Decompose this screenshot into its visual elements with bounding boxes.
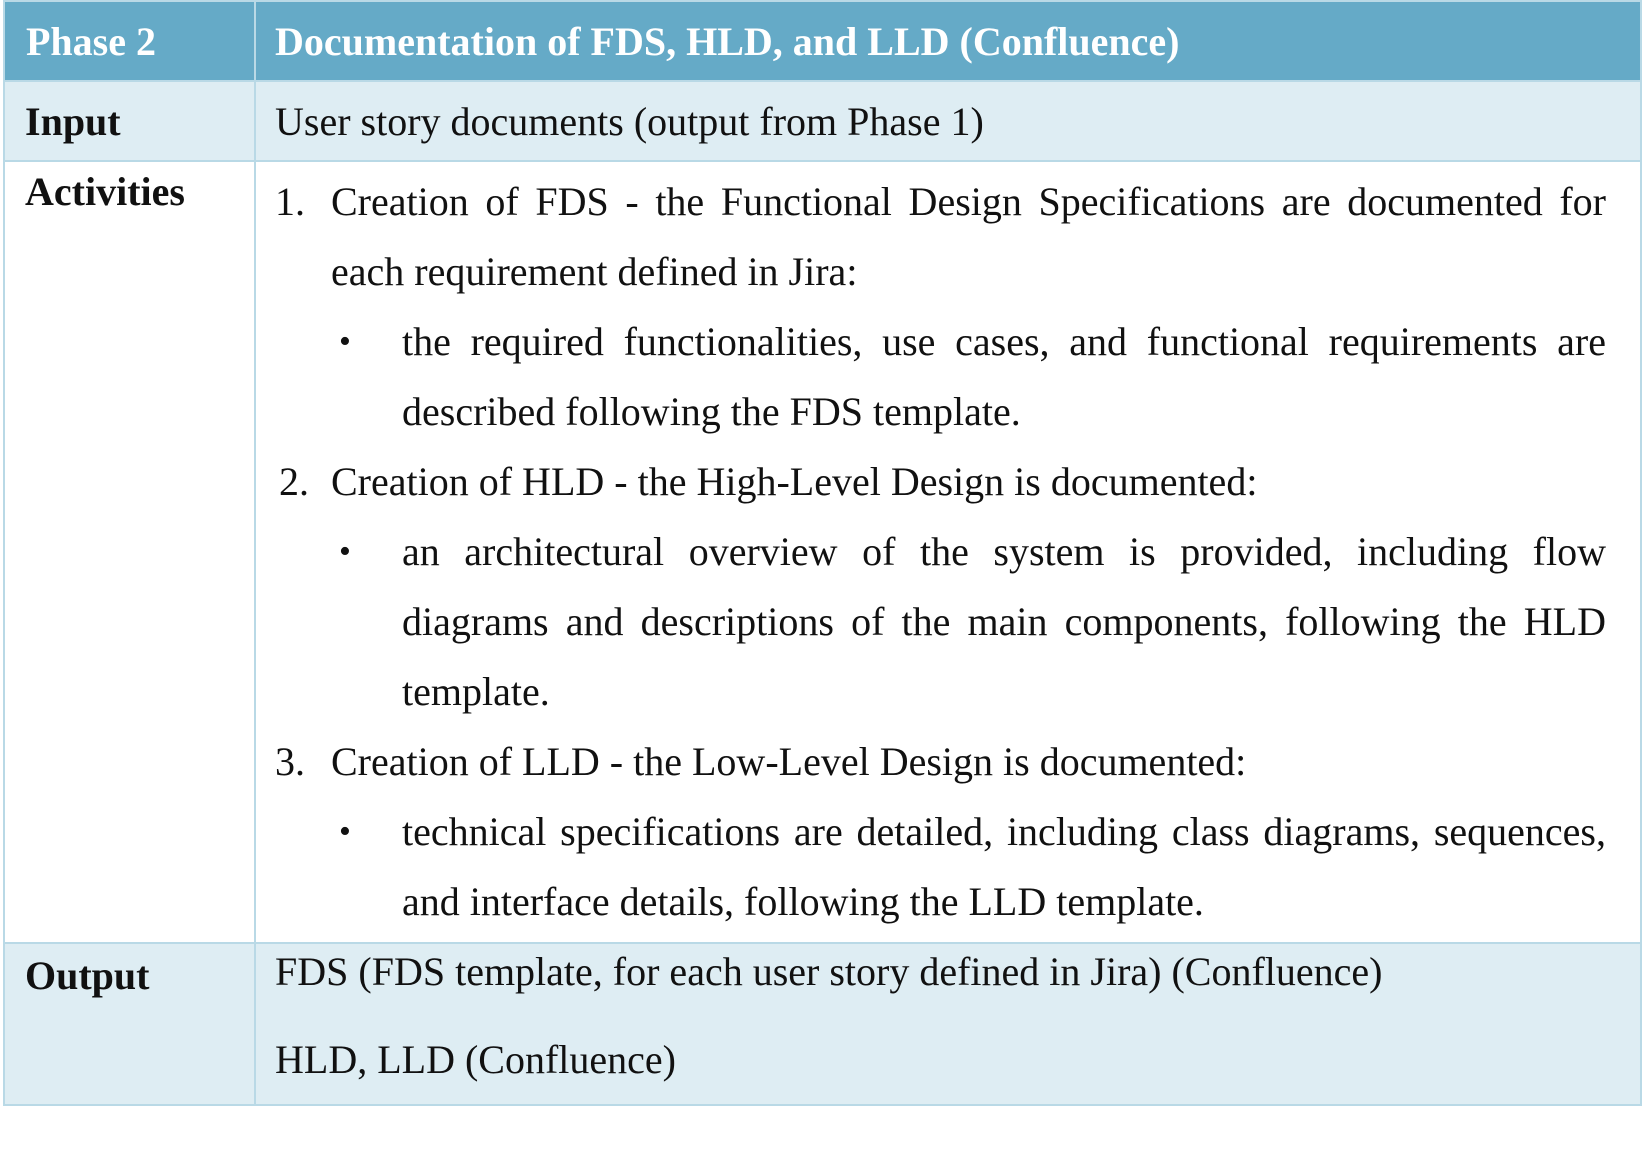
output-line: HLD, LLD (Confluence) — [275, 1037, 676, 1082]
activity-subitem-hld: • an architectural overview of the syste… — [256, 517, 1640, 727]
output-line: FDS (FDS template, for each user story d… — [275, 949, 1383, 994]
output-value-cell: FDS (FDS template, for each user story d… — [254, 942, 1642, 1106]
activity-subitem-fds: • the required functionalities, use case… — [256, 307, 1640, 447]
bullet-icon: • — [339, 533, 351, 570]
activity-item-hld: 2. Creation of HLD - the High-Level Desi… — [256, 447, 1640, 517]
bullet-icon: • — [339, 813, 351, 850]
activities-list: 1. Creation of FDS - the Functional Desi… — [256, 162, 1640, 937]
input-value: User story documents (output from Phase … — [275, 98, 984, 144]
phase-title: Documentation of FDS, HLD, and LLD (Conf… — [254, 0, 1642, 82]
activity-text: Creation of LLD - the Low-Level Design i… — [331, 739, 1247, 784]
output-label-cell: Output — [3, 942, 256, 1106]
activities-row: Activities 1. Creation of FDS - the Func… — [3, 160, 1642, 944]
output-row: Output FDS (FDS template, for each user … — [3, 942, 1642, 1106]
list-number: 1. — [275, 179, 305, 224]
activity-subtext: an architectural overview of the system … — [402, 529, 1606, 714]
output-list: FDS (FDS template, for each user story d… — [256, 944, 1640, 1080]
list-number: 2. — [279, 459, 309, 504]
phase-label: Phase 2 — [3, 0, 256, 82]
list-number: 3. — [275, 739, 305, 784]
activity-item-lld: 3. Creation of LLD - the Low-Level Desig… — [256, 727, 1640, 797]
input-label-cell: Input — [3, 80, 256, 162]
output-label: Output — [25, 953, 150, 998]
phase-table: Phase 2 Documentation of FDS, HLD, and L… — [3, 0, 1642, 1106]
activity-text: Creation of FDS - the Functional Design … — [331, 179, 1606, 294]
activity-subitem-lld: • technical specifications are detailed,… — [256, 797, 1640, 937]
activity-text: Creation of HLD - the High-Level Design … — [331, 459, 1258, 504]
activity-subtext: technical specifications are detailed, i… — [402, 809, 1606, 924]
header-row: Phase 2 Documentation of FDS, HLD, and L… — [3, 0, 1642, 82]
input-row: Input User story documents (output from … — [3, 80, 1642, 162]
activities-label: Activities — [25, 169, 185, 214]
activities-label-cell: Activities — [3, 160, 256, 944]
activity-subtext: the required functionalities, use cases,… — [402, 319, 1606, 434]
input-value-cell: User story documents (output from Phase … — [254, 80, 1642, 162]
activity-item-fds: 1. Creation of FDS - the Functional Desi… — [256, 167, 1640, 307]
activities-content-cell: 1. Creation of FDS - the Functional Desi… — [254, 160, 1642, 944]
input-label: Input — [25, 98, 121, 144]
bullet-icon: • — [339, 323, 351, 360]
